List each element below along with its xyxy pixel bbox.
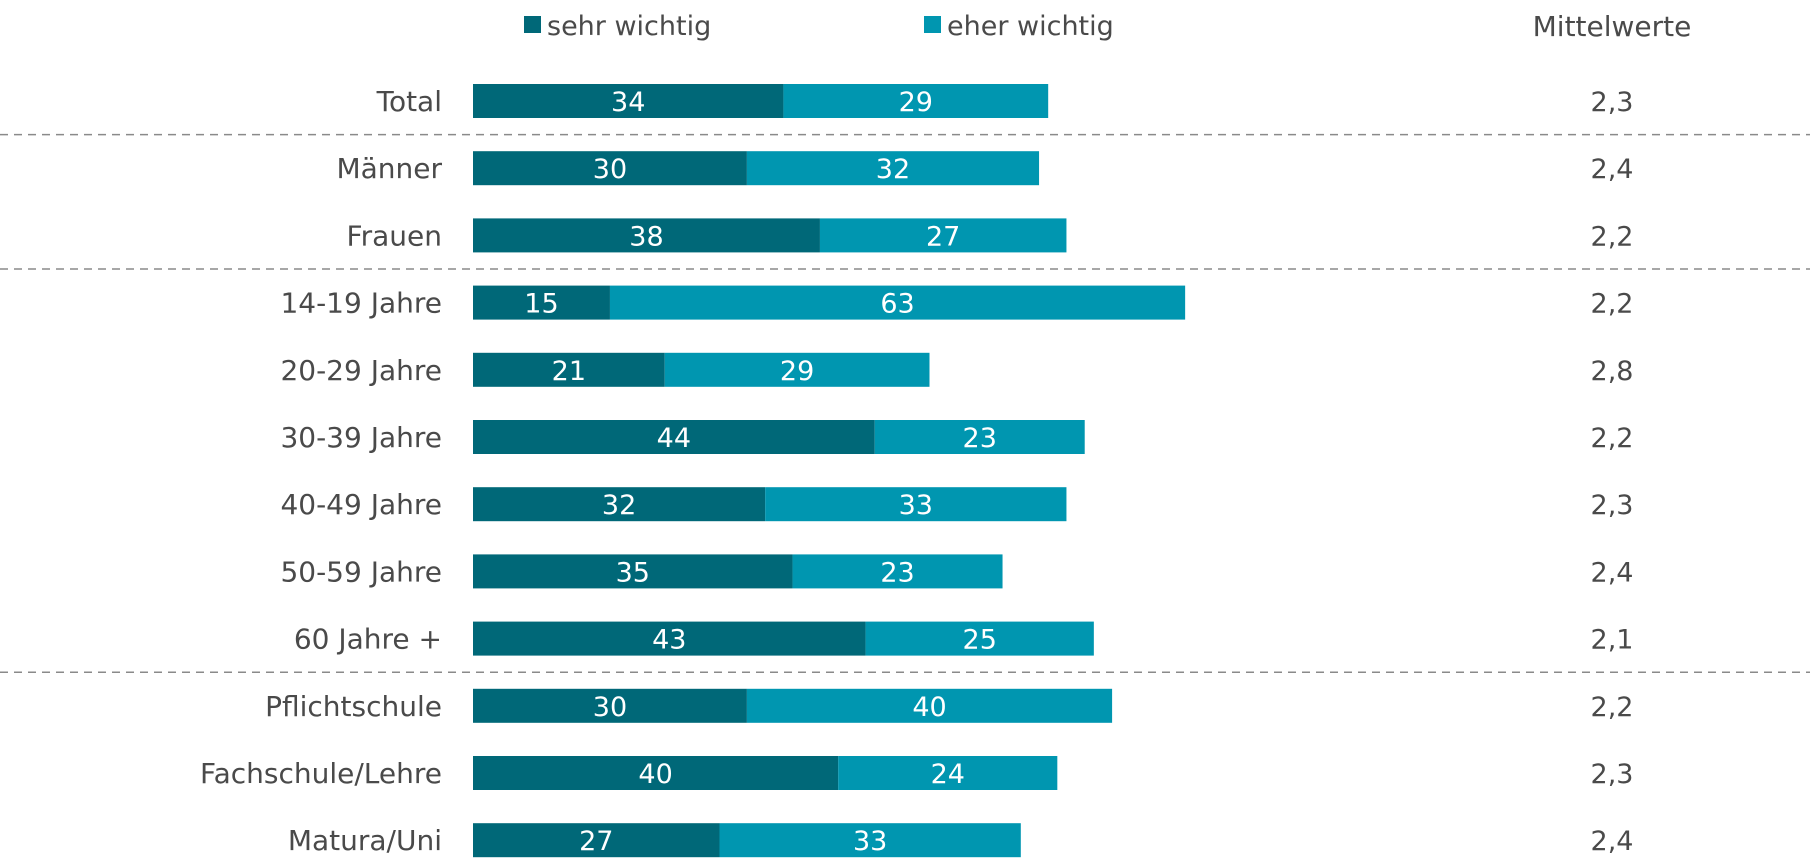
bar-value-label: 24 bbox=[931, 759, 965, 790]
category-label: 14-19 Jahre bbox=[280, 287, 442, 320]
bar-sehr-wichtig bbox=[473, 151, 747, 186]
row-40-49-jahre: 40-49 Jahre 32 33 2,3 bbox=[280, 487, 1634, 522]
category-label: 60 Jahre + bbox=[294, 623, 442, 656]
bar-sehr-wichtig bbox=[473, 823, 720, 858]
bar-value-label: 35 bbox=[616, 557, 650, 588]
row-frauen: Frauen 38 27 2,2 bbox=[347, 218, 1634, 253]
category-label: Pflichtschule bbox=[265, 690, 442, 723]
bar-sehr-wichtig bbox=[473, 84, 784, 118]
legend-label-sehr-wichtig: sehr wichtig bbox=[547, 11, 711, 42]
bar-value-label: 32 bbox=[602, 490, 636, 521]
bar-value-label: 34 bbox=[611, 87, 645, 118]
mean-value: 2,4 bbox=[1591, 557, 1634, 588]
row-20-29-jahre: 20-29 Jahre 21 29 2,8 bbox=[280, 352, 1634, 387]
category-label: 30-39 Jahre bbox=[280, 421, 442, 454]
mean-value: 2,4 bbox=[1591, 154, 1634, 185]
category-label: Fachschule/Lehre bbox=[200, 757, 442, 790]
bar-sehr-wichtig bbox=[473, 756, 839, 790]
legend-swatch-sehr-wichtig bbox=[524, 16, 541, 33]
row-matura-uni: Matura/Uni 27 33 2,4 bbox=[288, 823, 1634, 858]
mean-value: 2,2 bbox=[1591, 289, 1634, 320]
bar-value-label: 30 bbox=[593, 154, 627, 185]
row-männer: Männer 30 32 2,4 bbox=[336, 151, 1634, 186]
mean-value: 2,8 bbox=[1591, 356, 1634, 387]
bar-value-label: 29 bbox=[780, 356, 814, 387]
bar-value-label: 30 bbox=[593, 692, 627, 723]
bar-eher-wichtig bbox=[819, 218, 1067, 253]
bar-eher-wichtig bbox=[765, 487, 1067, 522]
row-total: Total 34 29 2,3 bbox=[376, 84, 1634, 118]
bar-value-label: 43 bbox=[652, 625, 686, 656]
mean-value: 2,2 bbox=[1591, 423, 1634, 454]
category-label: Matura/Uni bbox=[288, 824, 442, 857]
bar-eher-wichtig bbox=[664, 352, 930, 387]
legend-swatch-eher-wichtig bbox=[924, 16, 941, 33]
bar-sehr-wichtig bbox=[473, 218, 820, 253]
row-30-39-jahre: 30-39 Jahre 44 23 2,2 bbox=[280, 420, 1633, 454]
category-label: 20-29 Jahre bbox=[280, 354, 442, 387]
bar-value-label: 25 bbox=[963, 625, 997, 656]
bar-value-label: 40 bbox=[912, 692, 946, 723]
row-14-19-jahre: 14-19 Jahre 15 63 2,2 bbox=[280, 285, 1634, 320]
row-60-jahre: 60 Jahre + 43 25 2,1 bbox=[294, 621, 1634, 656]
bar-eher-wichtig bbox=[746, 151, 1040, 186]
mean-value: 2,3 bbox=[1591, 759, 1634, 790]
bar-eher-wichtig bbox=[865, 621, 1094, 656]
group-dividers bbox=[0, 133, 1810, 673]
row-pflichtschule: Pflichtschule 30 40 2,2 bbox=[265, 688, 1634, 723]
bar-value-label: 63 bbox=[880, 289, 914, 320]
bar-eher-wichtig bbox=[719, 823, 1021, 858]
bar-value-label: 21 bbox=[552, 356, 586, 387]
bar-eher-wichtig bbox=[838, 756, 1058, 790]
category-label: Total bbox=[376, 85, 442, 118]
bar-eher-wichtig bbox=[746, 688, 1113, 723]
mean-value: 2,1 bbox=[1591, 625, 1634, 656]
bar-sehr-wichtig bbox=[473, 688, 747, 723]
bar-sehr-wichtig bbox=[473, 621, 866, 656]
mean-value: 2,2 bbox=[1591, 692, 1634, 723]
bar-value-label: 15 bbox=[524, 289, 558, 320]
bar-value-label: 32 bbox=[876, 154, 910, 185]
bar-eher-wichtig bbox=[792, 554, 1003, 589]
bar-value-label: 23 bbox=[880, 557, 914, 588]
bar-value-label: 33 bbox=[853, 826, 887, 857]
legend: sehr wichtig eher wichtig bbox=[524, 11, 1114, 42]
bar-eher-wichtig bbox=[609, 285, 1186, 320]
row-50-59-jahre: 50-59 Jahre 35 23 2,4 bbox=[280, 554, 1634, 589]
bar-sehr-wichtig bbox=[473, 554, 793, 589]
legend-label-eher-wichtig: eher wichtig bbox=[947, 11, 1114, 42]
category-label: 50-59 Jahre bbox=[280, 555, 442, 588]
bar-value-label: 38 bbox=[629, 221, 663, 252]
mean-value: 2,4 bbox=[1591, 826, 1634, 857]
bar-value-label: 44 bbox=[657, 423, 691, 454]
bar-value-label: 29 bbox=[899, 87, 933, 118]
category-label: Frauen bbox=[347, 219, 442, 252]
row-fachschule-lehre: Fachschule/Lehre 40 24 2,3 bbox=[200, 756, 1633, 790]
bar-sehr-wichtig bbox=[473, 487, 766, 522]
mean-value: 2,2 bbox=[1591, 221, 1634, 252]
means-header: Mittelwerte bbox=[1533, 10, 1692, 43]
bar-sehr-wichtig bbox=[473, 352, 665, 387]
bar-eher-wichtig bbox=[783, 84, 1049, 118]
bar-sehr-wichtig bbox=[473, 285, 610, 320]
bar-value-label: 27 bbox=[579, 826, 613, 857]
bar-value-label: 40 bbox=[638, 759, 672, 790]
category-label: Männer bbox=[336, 152, 442, 185]
mean-value: 2,3 bbox=[1591, 87, 1634, 118]
bar-sehr-wichtig bbox=[473, 420, 875, 454]
category-label: 40-49 Jahre bbox=[280, 488, 442, 521]
bar-eher-wichtig bbox=[874, 420, 1085, 454]
mean-value: 2,3 bbox=[1591, 490, 1634, 521]
bar-value-label: 33 bbox=[899, 490, 933, 521]
bar-value-label: 27 bbox=[926, 221, 960, 252]
bar-value-label: 23 bbox=[963, 423, 997, 454]
